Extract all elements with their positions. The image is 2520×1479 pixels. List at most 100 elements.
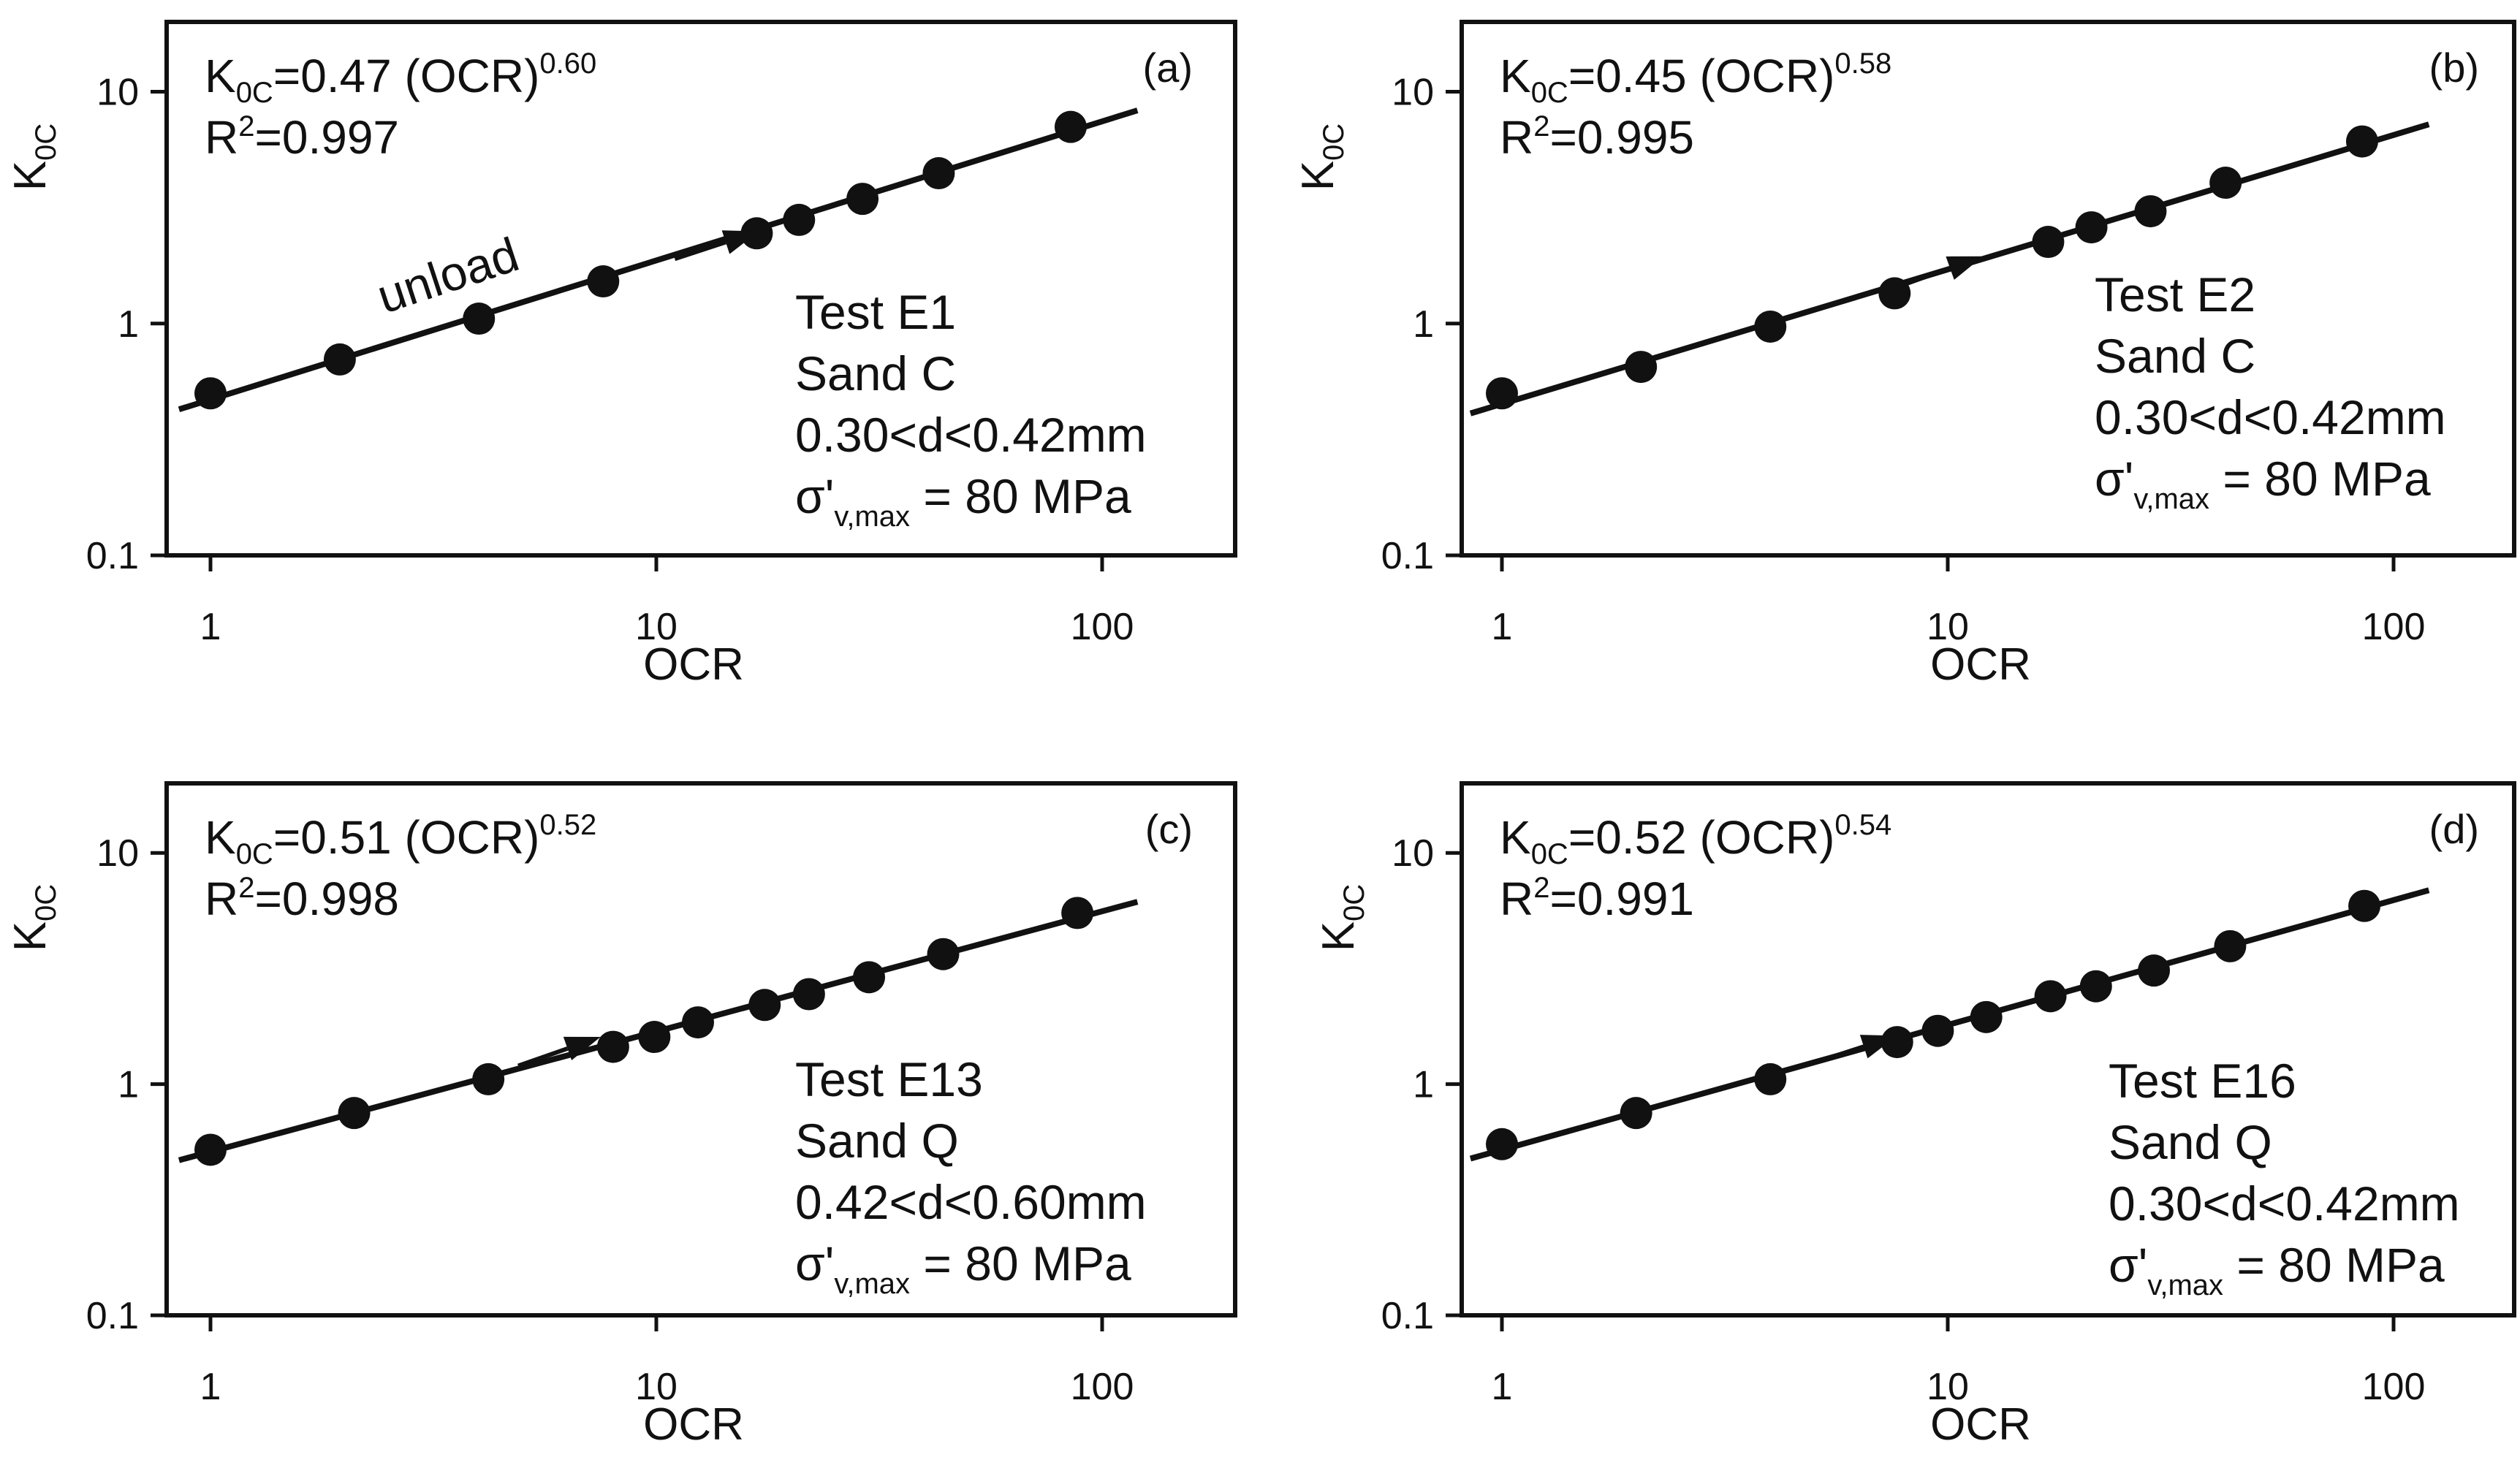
y-tick-label: 10 xyxy=(96,832,139,875)
y-axis-title-sub: 0C xyxy=(1338,884,1370,921)
data-point xyxy=(1486,1128,1518,1160)
panel-tag: (c) xyxy=(1145,806,1193,852)
data-point xyxy=(2348,889,2381,922)
data-point xyxy=(792,978,825,1011)
r-squared-value: =0.997 xyxy=(254,111,399,164)
data-point xyxy=(927,938,960,970)
x-tick-label: 10 xyxy=(1927,1366,1969,1408)
arrow-head xyxy=(721,230,759,254)
data-point xyxy=(1921,1014,1954,1047)
r-squared-sup: 2 xyxy=(1533,872,1549,904)
plot-frame xyxy=(164,20,1237,558)
stress-sub: v,max xyxy=(2147,1269,2223,1301)
r-squared: R2=0.995 xyxy=(1500,110,1694,164)
y-axis-title: K0C xyxy=(1313,884,1370,952)
stress-symbol: σ' xyxy=(795,1236,834,1290)
stress-symbol: σ' xyxy=(2095,452,2133,506)
data-point xyxy=(596,1030,629,1063)
x-tick-label: 10 xyxy=(635,606,678,648)
x-tick-label: 100 xyxy=(1071,606,1134,648)
stress-value: = 80 MPa xyxy=(2209,452,2431,506)
r-squared-symbol: R xyxy=(205,111,238,164)
data-point xyxy=(2138,954,2171,987)
plot-frame xyxy=(164,781,1237,1318)
stress-sub: v,max xyxy=(834,1268,910,1300)
stress-symbol: σ' xyxy=(795,469,834,523)
data-point xyxy=(1486,377,1518,410)
x-axis-title: OCR xyxy=(643,639,744,690)
stress-value: = 80 MPa xyxy=(910,469,1131,523)
equation-lhs: K xyxy=(1500,50,1531,102)
arrow-shaft xyxy=(1816,1044,1865,1064)
arrow-shaft xyxy=(674,240,726,262)
y-tick-label: 1 xyxy=(118,1064,139,1106)
max-stress: σ'v,max = 80 MPa xyxy=(795,1236,1131,1300)
y-axis-title: K0C xyxy=(5,884,62,952)
r-squared-value: =0.995 xyxy=(1549,111,1694,164)
x-tick-label: 1 xyxy=(200,1366,221,1408)
data-point xyxy=(846,183,879,216)
y-tick-label: 0.1 xyxy=(86,1295,139,1337)
arrow-shaft xyxy=(517,1046,569,1068)
data-point xyxy=(1754,1062,1787,1095)
y-tick-label: 10 xyxy=(96,72,139,114)
x-tick-label: 10 xyxy=(635,1366,678,1408)
r-squared: R2=0.991 xyxy=(1500,872,1694,925)
x-tick-label: 1 xyxy=(1492,1366,1513,1408)
stress-symbol: σ' xyxy=(2109,1238,2147,1292)
r-squared-sup: 2 xyxy=(238,872,254,904)
y-axis-title-main: K xyxy=(5,161,56,191)
grain-size: 0.42<d<0.60mm xyxy=(795,1175,1147,1229)
x-tick-label: 10 xyxy=(1927,606,1969,648)
arrow-head xyxy=(1946,256,1984,280)
regression-equation: K0C=0.51 (OCR)0.52 xyxy=(205,809,596,870)
equation-lhs-sub: 0C xyxy=(1531,838,1568,870)
y-axis-title-main: K xyxy=(5,921,56,951)
data-point xyxy=(1620,1097,1652,1130)
grain-size: 0.30<d<0.42mm xyxy=(2095,390,2446,444)
test-name: Test E16 xyxy=(2109,1054,2296,1108)
data-point xyxy=(323,343,356,376)
arrow-head xyxy=(1859,1035,1897,1059)
test-name: Test E1 xyxy=(795,285,956,339)
unload-arrow xyxy=(517,1036,601,1068)
sand-type: Sand Q xyxy=(795,1114,959,1168)
data-point xyxy=(2079,970,2112,1003)
r-squared-value: =0.998 xyxy=(254,872,399,925)
data-point xyxy=(1970,1000,2003,1033)
data-point xyxy=(1754,310,1787,343)
r-squared-symbol: R xyxy=(1500,111,1533,164)
y-tick-label: 1 xyxy=(1413,1064,1434,1106)
data-point xyxy=(1061,897,1094,929)
stress-sub: v,max xyxy=(2133,483,2209,515)
data-point xyxy=(748,989,781,1022)
equation-lhs-sub: 0C xyxy=(236,77,273,109)
y-axis-title: K0C xyxy=(1293,123,1350,191)
panel-tag: (a) xyxy=(1143,45,1193,91)
x-axis-title: OCR xyxy=(1930,1399,2031,1450)
x-tick-label: 100 xyxy=(1071,1366,1134,1408)
x-axis-title: OCR xyxy=(1930,639,2031,690)
data-point xyxy=(2214,929,2247,962)
data-point xyxy=(587,265,620,298)
r-squared: R2=0.997 xyxy=(205,110,399,164)
arrow-head xyxy=(563,1036,601,1060)
unload-arrow xyxy=(1899,256,1984,289)
y-axis-title-sub: 0C xyxy=(1318,123,1350,161)
data-point xyxy=(338,1097,371,1130)
max-stress: σ'v,max = 80 MPa xyxy=(2095,452,2431,515)
plot-frame xyxy=(1460,781,2516,1318)
x-tick-label: 100 xyxy=(2362,1366,2426,1408)
equation-lhs: K xyxy=(1500,811,1531,864)
data-point xyxy=(2345,125,2378,158)
unload-arrow xyxy=(1816,1035,1897,1064)
sand-type: Sand C xyxy=(795,346,956,400)
data-point xyxy=(194,1133,227,1166)
r-squared-symbol: R xyxy=(205,872,238,925)
data-point xyxy=(2075,211,2108,244)
equation-exponent: 0.52 xyxy=(539,809,596,841)
sand-type: Sand C xyxy=(2095,329,2255,383)
y-axis-title-main: K xyxy=(1313,921,1364,951)
